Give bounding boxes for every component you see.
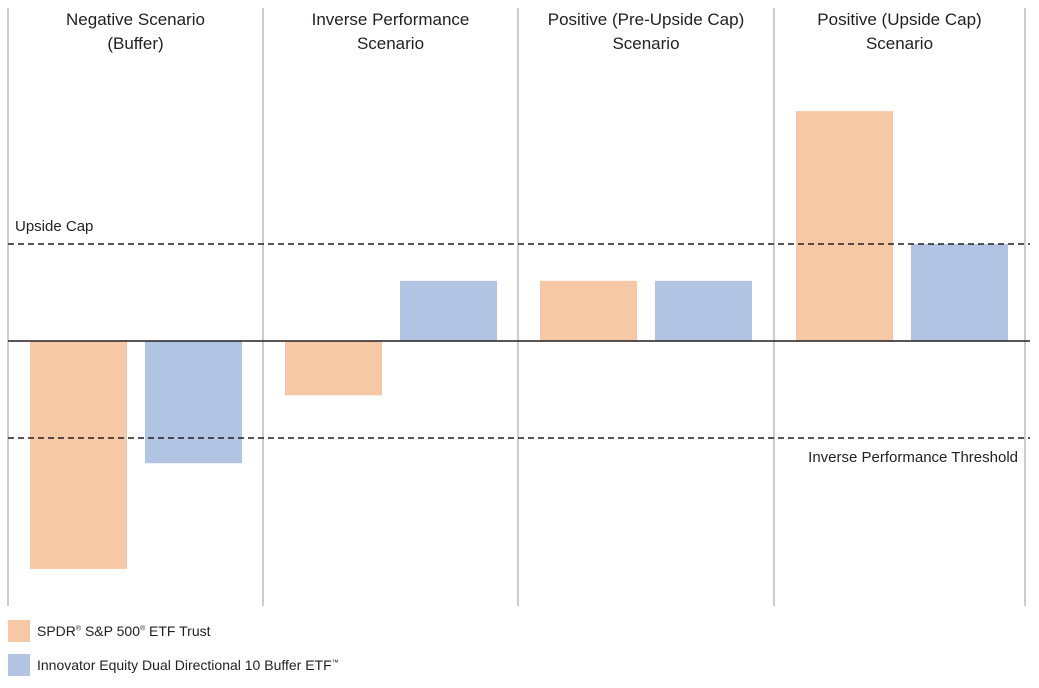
bar-innovator-0 [145,341,242,464]
bar-spdr-1 [285,341,382,396]
legend-label-spdr: SPDR® S&P 500® ETF Trust [37,623,211,639]
category-title-3-line-0: Positive (Upside Cap) [817,10,981,29]
category-title-2-line-1: Scenario [612,34,679,53]
bar-spdr-3 [796,111,893,341]
category-title-1-line-0: Inverse Performance [312,10,470,29]
legend: SPDR® S&P 500® ETF Trust Innovator Equit… [8,620,339,688]
bar-spdr-0 [30,341,127,569]
reference-label-0: Upside Cap [15,218,93,235]
category-title-2-line-0: Positive (Pre-Upside Cap) [548,10,745,29]
bar-spdr-2 [540,280,637,341]
scenario-chart: Negative Scenario (Buffer) Inverse Perform… [7,8,1030,606]
category-title-3-line-1: Scenario [866,34,933,53]
bar-innovator-2 [655,280,752,341]
bar-innovator-3 [911,244,1008,341]
legend-item-innovator: Innovator Equity Dual Directional 10 Buf… [8,654,339,676]
reference-label-1: Inverse Performance Threshold [808,449,1018,466]
category-title-0-line-1: (Buffer) [107,34,163,53]
legend-label-innovator: Innovator Equity Dual Directional 10 Buf… [37,657,339,673]
bar-innovator-1 [400,280,497,341]
legend-swatch-innovator [8,654,30,676]
category-title-0-line-0: Negative Scenario [66,10,205,29]
legend-item-spdr: SPDR® S&P 500® ETF Trust [8,620,339,642]
legend-swatch-spdr [8,620,30,642]
category-title-1-line-1: Scenario [357,34,424,53]
